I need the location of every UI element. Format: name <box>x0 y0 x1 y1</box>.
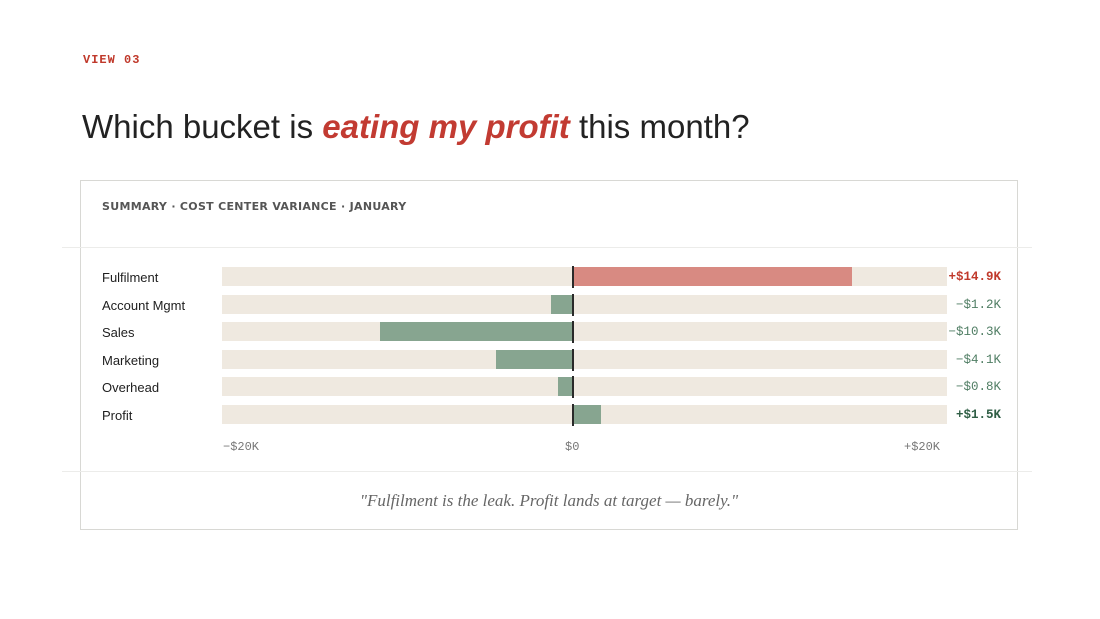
value-label-overhead: −$0.8K <box>955 380 1001 394</box>
summary-quote: "Fulfilment is the leak. Profit lands at… <box>359 491 739 510</box>
bar-sales <box>380 322 573 341</box>
bar-overhead <box>558 377 573 396</box>
page-title: Which bucket is eating my profit this mo… <box>82 108 750 146</box>
row-label-profit: Profit <box>102 407 133 423</box>
bar-fulfilment <box>573 267 852 286</box>
row-label-account-mgmt: Account Mgmt <box>102 297 186 313</box>
value-label-marketing: −$4.1K <box>955 352 1001 367</box>
divider-top <box>62 247 1032 248</box>
bar-profit <box>573 404 602 424</box>
zero-line-account-mgmt <box>572 293 574 316</box>
x-tick-label: +$20K <box>904 440 941 454</box>
bar-account-mgmt <box>550 294 573 314</box>
row-label-overhead: Overhead <box>102 380 160 395</box>
row-label-marketing: Marketing <box>102 352 160 368</box>
row-label-fulfilment: Fulfilment <box>102 270 159 285</box>
x-tick-label: −$20K <box>223 440 260 454</box>
value-label-sales: −$10.3K <box>948 325 1001 339</box>
bar-marketing <box>496 349 573 369</box>
zero-line-overhead <box>572 376 574 398</box>
bar-track-marketing <box>222 349 947 369</box>
zero-line-marketing <box>572 348 574 371</box>
title-emphasis: eating my profit <box>322 108 570 145</box>
zero-line-sales <box>572 321 574 343</box>
value-label-profit: +$1.5K <box>955 407 1001 422</box>
view-eyebrow: VIEW 03 <box>83 53 141 67</box>
zero-line-profit <box>572 403 574 426</box>
title-lead: Which bucket is <box>82 108 323 145</box>
value-label-account-mgmt: −$1.2K <box>955 297 1001 312</box>
divider-bottom <box>62 471 1032 472</box>
zero-line-fulfilment <box>572 266 574 288</box>
value-label-fulfilment: +$14.9K <box>948 270 1001 284</box>
title-tail: this month? <box>569 108 750 145</box>
x-tick-label: $0 <box>565 440 580 454</box>
bar-track-overhead <box>222 377 947 396</box>
card-title: SUMMARY · COST CENTER VARIANCE · JANUARY <box>102 200 407 213</box>
bar-track-sales <box>222 322 947 341</box>
bar-track-account-mgmt <box>222 294 947 314</box>
row-label-sales: Sales <box>102 325 135 340</box>
